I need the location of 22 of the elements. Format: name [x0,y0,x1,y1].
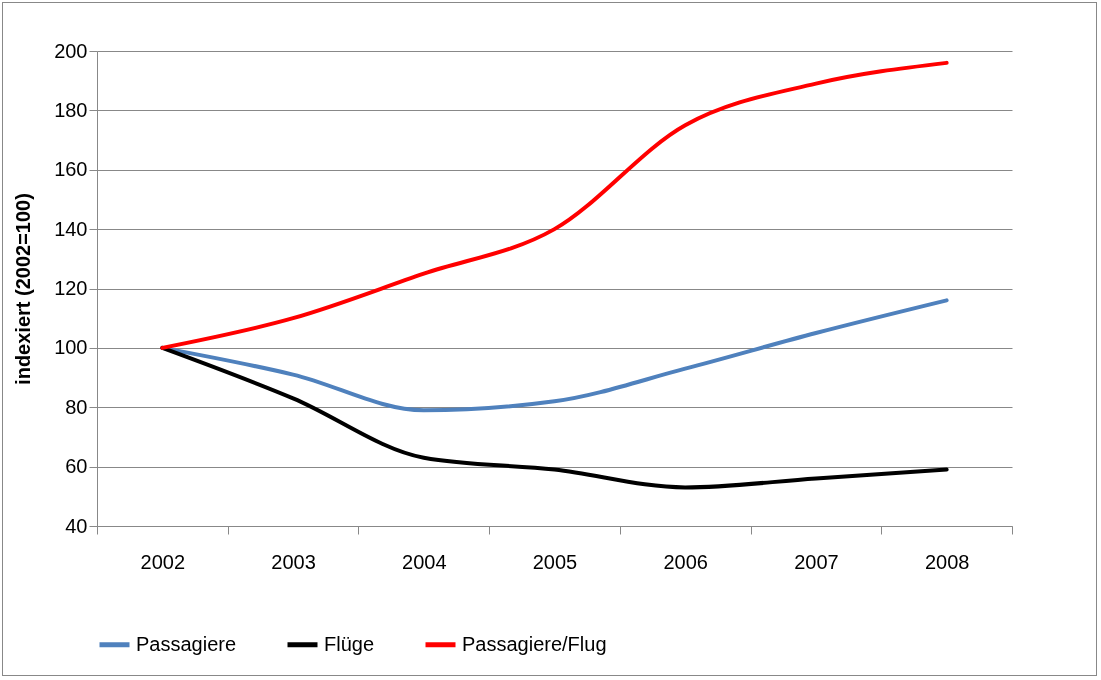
x-tick-label: 2007 [794,550,839,573]
legend-label: Passagiere [136,632,237,655]
x-tick-label: 2002 [140,550,186,573]
y-tick-label: 40 [65,514,88,537]
line-series [160,345,949,490]
y-tick-label: 140 [54,217,88,240]
y-tick-label: 100 [54,336,88,359]
x-tick-label: 2006 [663,550,708,573]
line-series [160,60,949,350]
y-axis-title: indexiert (2002=100) [12,193,35,385]
y-tick-label: 60 [65,455,88,478]
y-tick-label: 160 [54,158,88,181]
legend-label: Flüge [324,632,375,655]
y-tick-label: 80 [65,395,88,418]
y-tick-label: 200 [54,39,88,62]
x-tick-label: 2003 [271,550,316,573]
y-tick-label: 120 [54,277,88,299]
y-tick-label: 180 [54,98,88,121]
x-tick-label: 2004 [402,550,447,573]
legend-label: Passagiere/Flug [462,632,607,655]
x-tick-label: 2005 [532,550,578,573]
x-tick-label: 2008 [924,550,970,573]
